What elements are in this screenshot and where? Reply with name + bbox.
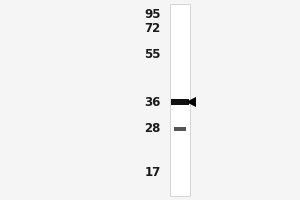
Bar	[170, 4, 190, 196]
Text: 17: 17	[144, 166, 160, 178]
Text: 36: 36	[144, 96, 160, 108]
Text: 55: 55	[144, 47, 160, 60]
Bar	[174, 127, 186, 131]
Text: 95: 95	[144, 7, 160, 21]
Text: 72: 72	[144, 21, 160, 34]
Bar	[171, 99, 189, 105]
Text: 28: 28	[144, 121, 160, 134]
